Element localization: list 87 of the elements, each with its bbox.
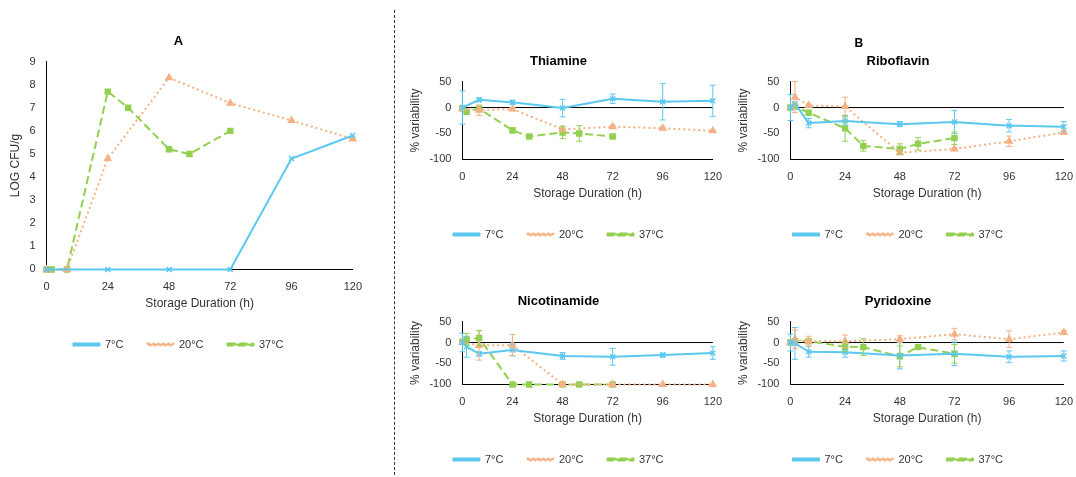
x-tick-label: 24 <box>506 170 519 183</box>
legend-label: 20°C <box>898 452 924 465</box>
text: B <box>854 36 864 51</box>
y-tick-label: 0 <box>773 100 780 113</box>
legend-label: 20°C <box>898 227 924 240</box>
chart-title: Nicotinamide <box>517 293 600 309</box>
legend-label: 7°C <box>484 227 504 240</box>
y-tick-label: 0 <box>445 100 452 113</box>
y-tick-label: 8 <box>29 77 36 90</box>
x-tick-label: 48 <box>162 280 176 293</box>
chart-title: A <box>173 33 184 49</box>
y-tick-label: 9 <box>29 54 36 67</box>
x-tick-label: 0 <box>459 170 466 183</box>
legend-label: 20°C <box>558 452 584 465</box>
y-tick-label: 1 <box>29 239 36 252</box>
x-tick-label: 72 <box>606 395 619 408</box>
y-axis-title: % variability <box>407 320 422 386</box>
legend-label: 37°C <box>258 337 284 350</box>
legend-label: 7°C <box>824 452 843 465</box>
y-tick-label: -50 <box>435 126 452 139</box>
legend-label: 37°C <box>978 452 1004 465</box>
x-tick-label: 120 <box>1054 395 1073 408</box>
x-tick-label: 24 <box>506 395 519 408</box>
x-tick-label: 0 <box>43 280 50 293</box>
y-tick-label: -100 <box>429 152 452 165</box>
y-tick-label: 4 <box>29 170 36 183</box>
y-axis-title: % variability <box>735 320 750 386</box>
x-tick-label: 24 <box>838 170 852 183</box>
x-tick-label: 24 <box>101 280 114 293</box>
y-tick-label: 50 <box>439 74 452 87</box>
x-tick-label: 96 <box>656 395 669 408</box>
x-tick-label: 96 <box>656 170 669 183</box>
x-axis-title: Storage Duration (h) <box>533 411 642 426</box>
x-axis-title: Storage Duration (h) <box>872 186 982 201</box>
x-tick-label: 72 <box>948 395 961 408</box>
x-tick-label: 96 <box>1003 395 1016 408</box>
y-tick-label: -100 <box>429 377 452 390</box>
x-tick-label: 96 <box>285 280 298 293</box>
y-tick-label: 2 <box>29 216 36 229</box>
y-tick-label: 5 <box>29 146 36 159</box>
x-tick-label: 48 <box>556 395 569 408</box>
chart-title: Thiamine <box>529 53 588 69</box>
y-tick-label: 0 <box>773 335 780 348</box>
y-tick-label: 0 <box>445 335 452 348</box>
y-tick-label: 0 <box>29 262 36 275</box>
y-tick-label: 50 <box>767 74 780 87</box>
legend-label: 7°C <box>104 337 124 350</box>
y-axis-title: % variability <box>735 88 750 153</box>
legend-label: 20°C <box>558 227 584 240</box>
x-tick-label: 120 <box>703 170 722 183</box>
x-tick-label: 120 <box>703 395 722 408</box>
y-tick-label: -50 <box>763 126 780 139</box>
x-tick-label: 120 <box>343 280 362 293</box>
x-tick-label: 96 <box>1003 170 1016 183</box>
legend-label: 20°C <box>178 337 204 350</box>
chart-title: Riboflavin <box>866 53 930 69</box>
x-tick-label: 72 <box>224 280 237 293</box>
legend-label: 37°C <box>638 452 664 465</box>
y-tick-label: -100 <box>757 377 780 390</box>
x-axis-title: Storage Duration (h) <box>533 186 642 201</box>
x-axis-title: Storage Duration (h) <box>145 296 255 311</box>
x-tick-label: 24 <box>838 395 852 408</box>
y-tick-label: 6 <box>29 123 36 136</box>
y-tick-label: -50 <box>435 356 452 369</box>
legend-label: 37°C <box>978 227 1004 240</box>
y-axis-title: % variability <box>407 88 422 153</box>
y-tick-label: -100 <box>757 152 780 165</box>
y-tick-label: 7 <box>29 100 36 113</box>
x-tick-label: 0 <box>787 395 794 408</box>
legend-label: 7°C <box>484 452 504 465</box>
y-tick-label: 50 <box>439 314 452 327</box>
y-tick-label: 3 <box>29 193 36 206</box>
chart-title: Pyridoxine <box>864 293 932 309</box>
x-tick-label: 48 <box>556 170 569 183</box>
x-tick-label: 0 <box>787 170 794 183</box>
x-axis-title: Storage Duration (h) <box>872 411 982 426</box>
x-tick-label: 48 <box>893 395 906 408</box>
legend-label: 37°C <box>638 227 664 240</box>
y-tick-label: 50 <box>767 314 780 327</box>
y-axis-title: LOG CFU/g <box>7 133 22 198</box>
x-tick-label: 48 <box>893 170 906 183</box>
legend-label: 7°C <box>824 227 843 240</box>
x-tick-label: 72 <box>606 170 619 183</box>
y-tick-label: -50 <box>763 356 780 369</box>
x-tick-label: 72 <box>948 170 961 183</box>
x-tick-label: 0 <box>459 395 466 408</box>
x-tick-label: 120 <box>1054 170 1073 183</box>
